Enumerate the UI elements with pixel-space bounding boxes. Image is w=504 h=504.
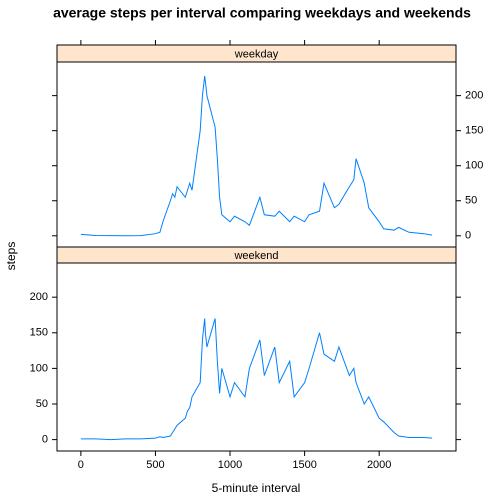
x-tick-label: 500 <box>146 459 164 471</box>
y-tick-label: 0 <box>465 230 471 242</box>
strip-label: weekend <box>233 250 278 262</box>
y-tick-label: 200 <box>465 90 483 102</box>
y-tick-label: 150 <box>30 327 48 339</box>
panel-frame <box>56 262 457 452</box>
x-tick-label: 2000 <box>367 459 391 471</box>
x-tick-label: 1000 <box>218 459 242 471</box>
y-tick-label: 100 <box>30 362 48 374</box>
y-axis-label: steps <box>4 242 18 271</box>
x-tick-label: 1500 <box>292 459 316 471</box>
series-line <box>80 318 433 441</box>
y-tick-label: 200 <box>30 291 48 303</box>
y-tick-label: 150 <box>465 125 483 137</box>
y-tick-label: 0 <box>42 434 48 446</box>
chart-title: average steps per interval comparing wee… <box>53 5 471 21</box>
strip-label: weekday <box>234 48 279 60</box>
y-tick-label: 50 <box>465 195 477 207</box>
panel-frame <box>56 61 457 248</box>
x-axis-label: 5-minute interval <box>212 481 301 495</box>
x-tick-label: 0 <box>78 459 84 471</box>
series-line <box>80 75 433 237</box>
y-tick-label: 100 <box>465 160 483 172</box>
y-tick-label: 50 <box>36 398 48 410</box>
